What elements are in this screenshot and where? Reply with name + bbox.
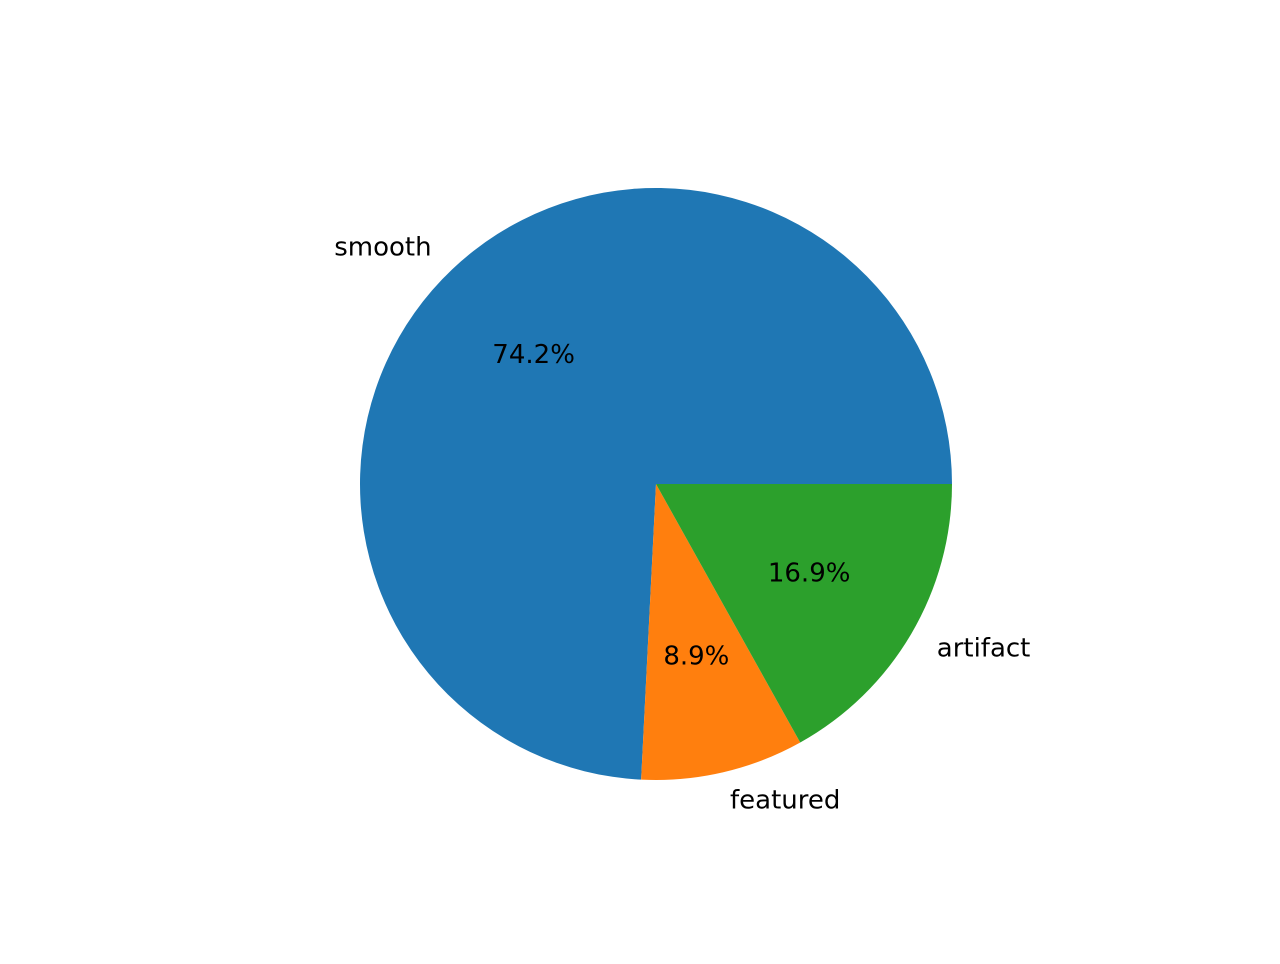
slice-label-featured: featured bbox=[730, 786, 840, 816]
pie-slice-featured bbox=[641, 484, 801, 780]
pie-slice-artifact bbox=[656, 484, 952, 743]
slices-layer bbox=[360, 188, 952, 780]
slice-percent-artifact: 16.9% bbox=[768, 558, 851, 588]
slice-percent-smooth: 74.2% bbox=[492, 340, 575, 370]
slice-percent-featured: 8.9% bbox=[663, 641, 729, 671]
slice-label-artifact: artifact bbox=[937, 633, 1031, 663]
pie-slice-smooth bbox=[360, 188, 952, 780]
labels-layer: smooth 74.2% featured 8.9% artifact 16.9% bbox=[334, 233, 1030, 816]
slice-label-smooth: smooth bbox=[334, 233, 431, 263]
